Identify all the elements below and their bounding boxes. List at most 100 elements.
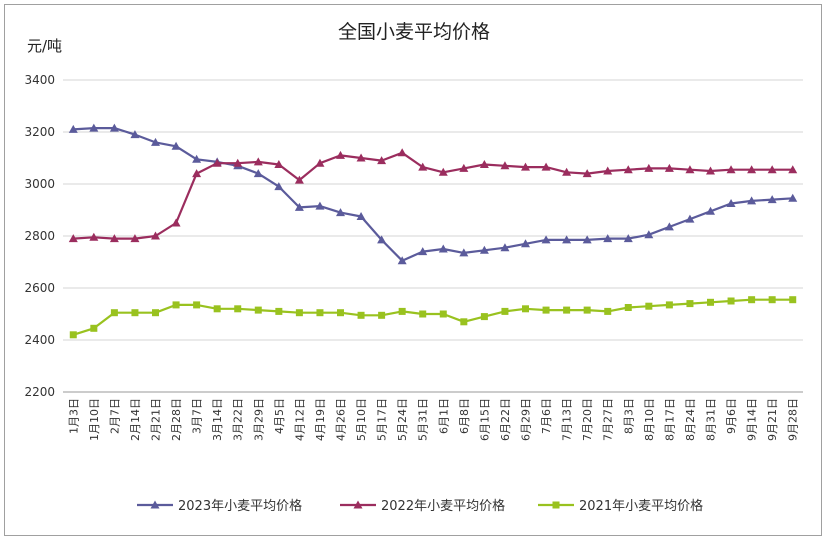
- data-point: [438, 167, 448, 176]
- x-tick-label: 5月31日: [417, 398, 430, 441]
- data-point: [604, 307, 612, 315]
- y-tick-label: 2600: [24, 281, 55, 295]
- data-point: [89, 232, 99, 241]
- x-tick-label: 8月17日: [663, 398, 676, 441]
- data-point: [726, 165, 736, 174]
- data-point: [377, 235, 387, 244]
- data-point: [542, 306, 550, 314]
- data-point: [459, 163, 469, 172]
- data-point: [706, 206, 715, 215]
- data-point: [353, 500, 363, 509]
- data-point: [521, 239, 530, 248]
- legend-label: 2023年小麦平均价格: [178, 498, 302, 514]
- data-point: [357, 311, 365, 319]
- data-point: [192, 169, 202, 178]
- data-point: [583, 306, 591, 314]
- x-tick-label: 8月3日: [622, 398, 635, 434]
- x-tick-label: 6月1日: [437, 398, 450, 434]
- series-group: [69, 296, 797, 339]
- data-point: [685, 165, 695, 174]
- data-point: [151, 231, 160, 240]
- data-point: [295, 309, 303, 317]
- data-point: [707, 298, 714, 306]
- series-group: [68, 123, 798, 265]
- data-point: [500, 243, 510, 252]
- data-point: [552, 501, 560, 509]
- data-point: [439, 310, 447, 318]
- x-tick-label: 9月6日: [725, 398, 738, 434]
- x-tick-label: 3月14日: [211, 398, 224, 441]
- series-line: [72, 298, 793, 336]
- data-point: [521, 162, 530, 171]
- data-point: [459, 248, 469, 257]
- data-point: [253, 157, 263, 166]
- data-point: [336, 208, 345, 217]
- x-tick-label: 7月27日: [602, 398, 615, 441]
- x-tick-label: 9月28日: [787, 398, 800, 441]
- data-point: [522, 305, 529, 313]
- series-group: [68, 148, 798, 243]
- x-tick-label: 6月8日: [458, 398, 471, 434]
- data-point: [212, 158, 222, 167]
- x-tick-label: 8月24日: [684, 398, 697, 441]
- data-point: [645, 302, 653, 310]
- data-point: [253, 169, 263, 178]
- x-tick-label: 8月10日: [643, 398, 656, 441]
- data-point: [685, 214, 695, 223]
- data-point: [562, 167, 572, 176]
- data-point: [151, 137, 160, 146]
- x-tick-label: 1月10日: [88, 398, 101, 441]
- data-point: [171, 218, 181, 227]
- data-point: [315, 201, 325, 210]
- data-point: [150, 500, 160, 509]
- x-tick-label: 4月12日: [293, 398, 306, 441]
- legend-label: 2021年小麦平均价格: [579, 498, 703, 514]
- data-point: [623, 165, 633, 174]
- data-point: [356, 153, 366, 162]
- x-tick-label: 7月6日: [540, 398, 553, 434]
- data-point: [69, 331, 77, 339]
- data-point: [89, 123, 99, 132]
- data-point: [460, 318, 468, 326]
- data-point: [501, 307, 509, 315]
- data-point: [152, 309, 159, 317]
- data-point: [68, 124, 78, 133]
- data-point: [274, 160, 284, 168]
- x-tick-label: 6月22日: [499, 398, 512, 441]
- y-tick-label: 2400: [24, 333, 55, 347]
- data-point: [788, 193, 798, 202]
- x-tick-label: 6月15日: [478, 398, 491, 441]
- x-tick-label: 6月29日: [520, 398, 533, 441]
- x-tick-label: 9月21日: [766, 398, 779, 441]
- data-point: [397, 256, 407, 265]
- data-point: [418, 247, 428, 256]
- y-tick-label: 3200: [24, 125, 55, 139]
- x-tick-label: 3月7日: [191, 398, 204, 434]
- data-point: [768, 296, 776, 304]
- data-point: [398, 307, 406, 315]
- data-point: [644, 230, 654, 239]
- data-point: [337, 309, 344, 317]
- x-tick-label: 5月17日: [376, 398, 389, 441]
- data-point: [275, 307, 283, 315]
- x-tick-label: 5月24日: [396, 398, 409, 441]
- data-point: [254, 306, 262, 314]
- data-point: [623, 234, 633, 243]
- data-point: [110, 309, 118, 317]
- data-point: [767, 195, 777, 204]
- x-tick-label: 1月3日: [67, 398, 80, 434]
- legend: 2023年小麦平均价格 2022年小麦平均价格 2021年小麦平均价格: [137, 498, 703, 514]
- x-tick-label: 7月13日: [561, 398, 574, 441]
- legend-item: 2023年小麦平均价格: [137, 498, 302, 514]
- data-point: [68, 234, 78, 243]
- data-point: [747, 165, 757, 174]
- data-point: [397, 148, 407, 157]
- data-point: [664, 222, 674, 231]
- x-tick-label: 4月19日: [314, 398, 327, 441]
- data-point: [686, 300, 694, 308]
- data-point: [789, 296, 797, 304]
- data-point: [541, 235, 551, 244]
- x-tick-label: 3月29日: [252, 398, 265, 441]
- x-tick-label: 2月7日: [108, 398, 121, 434]
- data-point: [171, 141, 181, 150]
